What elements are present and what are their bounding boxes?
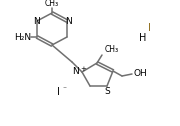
Text: +: + — [80, 66, 86, 72]
Text: H₂N: H₂N — [14, 33, 32, 41]
Text: CH₃: CH₃ — [105, 45, 119, 55]
Text: CH₃: CH₃ — [45, 0, 59, 8]
Text: N: N — [72, 68, 79, 76]
Text: I: I — [148, 23, 150, 33]
Text: ⁻: ⁻ — [62, 85, 66, 93]
Text: S: S — [104, 87, 110, 96]
Text: H: H — [139, 33, 147, 43]
Text: N: N — [33, 17, 39, 25]
Text: N: N — [65, 17, 71, 25]
Text: OH: OH — [133, 70, 147, 78]
Text: I: I — [57, 87, 59, 97]
